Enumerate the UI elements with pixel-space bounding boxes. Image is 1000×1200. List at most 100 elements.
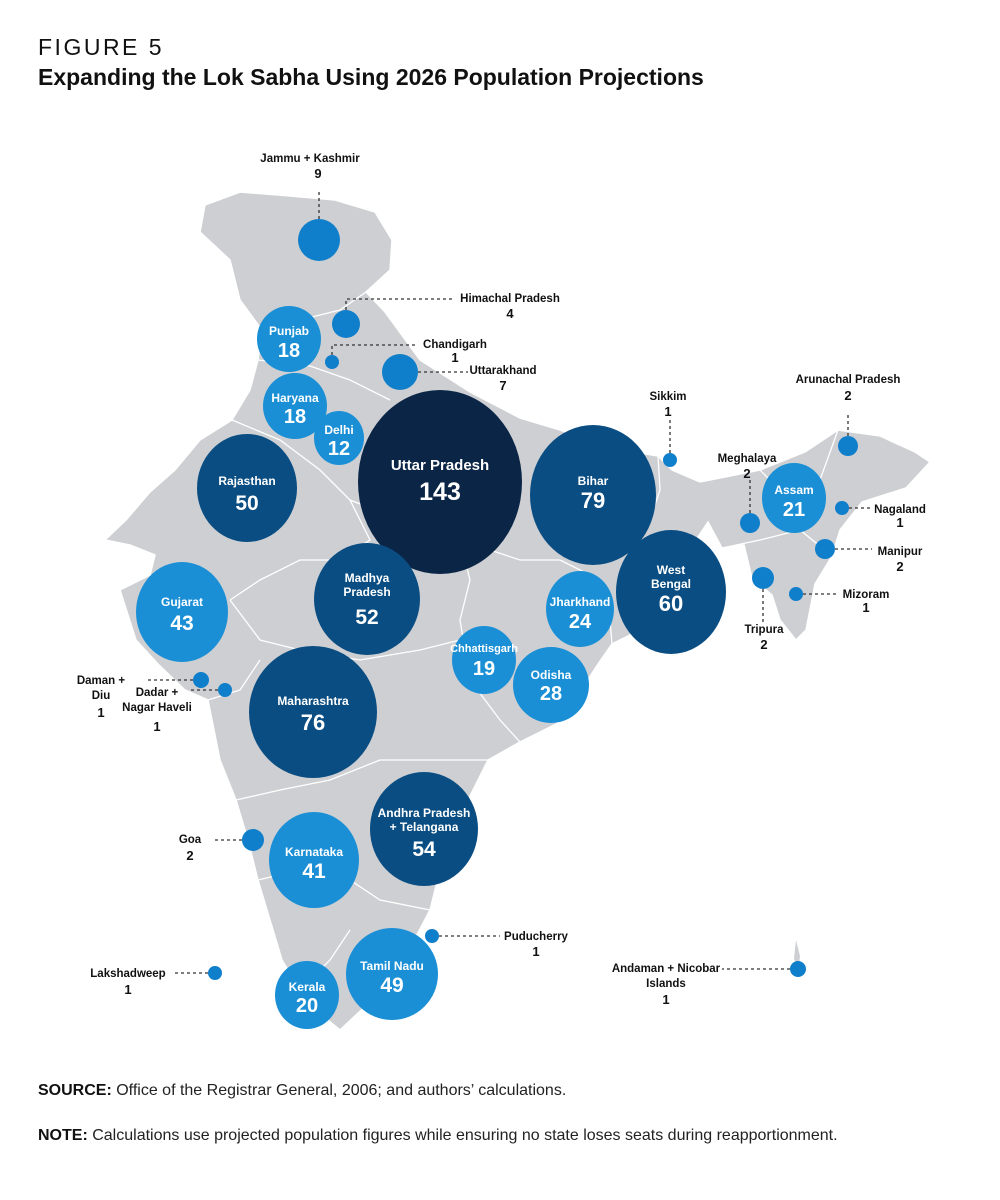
bubble-punjab [257, 306, 321, 372]
leader-lines [148, 190, 872, 974]
bubble-seats-assam: 21 [783, 499, 805, 521]
source-note: SOURCE: Office of the Registrar General,… [38, 1082, 566, 1100]
callout-seats-meghalaya: 2 [743, 466, 750, 481]
callout-label-manipur: Manipur [878, 546, 923, 558]
source-text: Office of the Registrar General, 2006; a… [111, 1082, 567, 1099]
bubble-andhra-pradesh-telangana [370, 772, 478, 886]
bubble-odisha [513, 647, 589, 723]
bubble-seats-punjab: 18 [278, 340, 300, 362]
callout-label-meghalaya: Meghalaya [718, 453, 777, 465]
callout-seats-goa: 2 [186, 848, 193, 863]
dot-dadar-nagar-haveli [218, 683, 232, 697]
bubble-seats-jharkhand: 24 [569, 611, 592, 633]
india-landmass [103, 191, 932, 1031]
dot-puducherry [425, 929, 439, 943]
bubble-bihar [530, 425, 656, 565]
bubble-label-delhi: Delhi [324, 423, 353, 437]
bubble-label-punjab: Punjab [269, 324, 309, 338]
callout-seats-chandigarh: 1 [451, 350, 458, 365]
bubble-label-rajasthan: Rajasthan [218, 474, 275, 488]
callout-seats-dadar-nagar-haveli: 1 [153, 719, 160, 734]
dot-goa [242, 829, 264, 851]
state-bubbles [136, 306, 826, 1029]
callout-seats-puducherry: 1 [532, 944, 539, 959]
dot-manipur [815, 539, 835, 559]
bubble-haryana [263, 373, 327, 439]
callout-label-puducherry: Puducherry [504, 931, 569, 943]
bubble-label-tamil-nadu: Tamil Nadu [360, 959, 424, 973]
bubble-seats-bihar: 79 [581, 488, 605, 513]
callout-label-andaman-nicobar-islands: Andaman + Nicobar Islands [612, 963, 721, 990]
dot-nagaland [835, 501, 849, 515]
callout-seats-sikkim: 1 [664, 404, 671, 419]
bubble-label-chhattisgarh: Chhattisgarh [450, 643, 518, 655]
callout-seats-manipur: 2 [896, 559, 903, 574]
figure-label: FIGURE 5 [38, 34, 165, 60]
bubble-madhya-pradesh [314, 543, 420, 655]
bubble-seats-rajasthan: 50 [235, 492, 258, 515]
bubble-label-gujarat: Gujarat [161, 595, 203, 609]
border-line [229, 419, 371, 601]
border-line [235, 759, 488, 801]
callout-label-himachal-pradesh: Himachal Pradesh [460, 293, 560, 305]
bubble-label-uttar-pradesh: Uttar Pradesh [391, 457, 489, 474]
dot-tripura [752, 567, 774, 589]
bubble-seats-uttar-pradesh: 143 [419, 478, 461, 506]
callout-seats-tripura: 2 [760, 637, 767, 652]
dot-meghalaya [740, 513, 760, 533]
bubble-seats-delhi: 12 [328, 438, 350, 460]
bubble-west-bengal [616, 530, 726, 654]
bubble-maharashtra [249, 646, 377, 778]
callout-label-tripura: Tripura [745, 624, 785, 636]
callout-label-daman-diu: Daman + Diu [77, 675, 126, 702]
bubble-label-west-bengal: West Bengal [651, 563, 691, 591]
bubble-seats-haryana: 18 [284, 406, 306, 428]
bubble-label-haryana: Haryana [271, 391, 319, 405]
callout-label-dadar-nagar-haveli: Dadar + Nagar Haveli [122, 687, 192, 714]
bubble-tamil-nadu [346, 928, 438, 1020]
bubble-assam [762, 463, 826, 533]
bubble-seats-tamil-nadu: 49 [380, 974, 403, 997]
bubble-seats-madhya-pradesh: 52 [355, 606, 378, 629]
bubble-seats-odisha: 28 [540, 683, 562, 705]
bubble-label-kerala: Kerala [289, 980, 326, 994]
callout-seats-mizoram: 1 [862, 600, 869, 615]
bubble-uttar-pradesh [358, 390, 522, 574]
dot-andaman-nicobar-islands [790, 961, 806, 977]
dot-sikkim [663, 453, 677, 467]
bubble-label-madhya-pradesh: Madhya Pradesh [343, 571, 390, 599]
bubble-seats-gujarat: 43 [170, 612, 193, 635]
note-text: Calculations use projected population fi… [87, 1127, 838, 1144]
bubble-label-odisha: Odisha [531, 668, 572, 682]
dot-mizoram [789, 587, 803, 601]
dot-lakshadweep [208, 966, 222, 980]
border-line [721, 529, 833, 557]
bubble-karnataka [269, 812, 359, 908]
callout-seats-himachal-pradesh: 4 [506, 306, 514, 321]
callout-label-nagaland: Nagaland [874, 504, 926, 516]
bubble-label-maharashtra: Maharashtra [277, 694, 349, 708]
bubble-seats-chhattisgarh: 19 [473, 658, 495, 680]
mainland-outline [103, 191, 932, 1031]
callout-seats-daman-diu: 1 [97, 705, 104, 720]
bubble-kerala [275, 961, 339, 1029]
callout-seats-arunachal-pradesh: 2 [844, 388, 851, 403]
callout-label-arunachal-pradesh: Arunachal Pradesh [796, 374, 901, 386]
dot-chandigarh [325, 355, 339, 369]
calculation-note: NOTE: Calculations use projected populat… [38, 1127, 838, 1145]
bubble-label-bihar: Bihar [578, 474, 609, 488]
bubble-label-jharkhand: Jharkhand [550, 595, 611, 609]
bubble-seats-maharashtra: 76 [301, 710, 325, 735]
callout-seats-uttarakhand: 7 [499, 378, 506, 393]
bubble-jharkhand [546, 571, 614, 647]
dot-arunachal-pradesh [838, 436, 858, 456]
bubble-seats-kerala: 20 [296, 995, 318, 1017]
callout-label-sikkim: Sikkim [649, 391, 686, 403]
bubble-rajasthan [197, 434, 297, 542]
dot-jammu-kashmir [298, 219, 340, 261]
callout-label-uttarakhand: Uttarakhand [469, 365, 536, 377]
border-line [207, 659, 261, 701]
bubble-seats-andhra-pradesh-telangana: 54 [412, 838, 436, 861]
bubble-label-assam: Assam [774, 483, 813, 497]
